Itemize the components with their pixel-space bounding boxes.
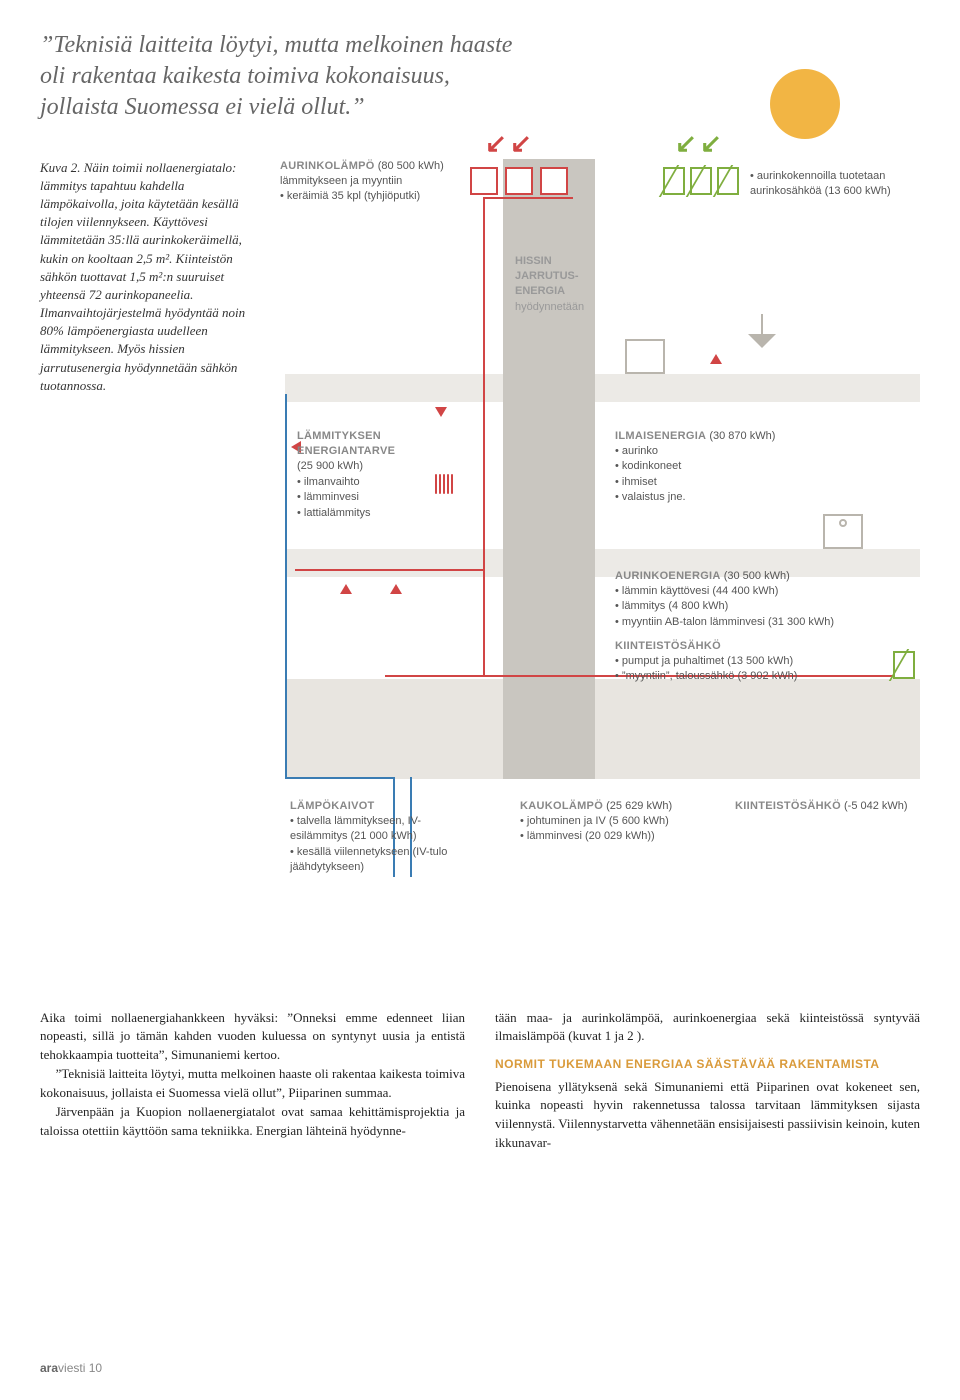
lbl-k1-1: pumput ja puhaltimet (13 500 kWh) [615, 654, 865, 669]
pipe-blue-vert [285, 394, 287, 779]
lbl-k2-val: (-5 042 kWh) [841, 800, 908, 812]
lbl-k1-hdr: KIINTEISTÖSÄHKÖ [615, 640, 721, 652]
pv-panel-side [893, 651, 915, 679]
arrow-green-1: ↙ [675, 129, 697, 159]
lbl-il-3: ihmiset [615, 475, 795, 490]
label-lammitys: LÄMMITYKSEN ENERGIANTARVE (25 900 kWh) i… [297, 429, 447, 521]
pull-quote: ”Teknisiä laitteita löytyi, mutta melkoi… [40, 30, 520, 124]
lbl-il-4: valaistus jne. [615, 490, 795, 505]
lbl-al-hdr: AURINKOLÄMPÖ [280, 160, 375, 172]
lbl-il-hdr: ILMAISENERGIA [615, 430, 706, 442]
lbl-ak-1: aurinkokennoilla tuotetaan aurinkosähköä… [750, 169, 930, 200]
para-4: tään maa- ja aurinkolämpöä, aurinkoenerg… [495, 1009, 920, 1047]
energy-diagram: ↙ ↙ ↙ ↙ [285, 159, 920, 979]
lbl-kl-val: (25 629 kWh) [603, 800, 672, 812]
pv-panel-1 [663, 167, 685, 195]
lbl-kl-2: lämminvesi (20 029 kWh)) [520, 829, 710, 844]
lbl-lam-hdr: LÄMMITYKSEN ENERGIANTARVE [297, 430, 395, 457]
label-aurinkoenergia: AURINKOENERGIA (30 500 kWh) lämmin käytt… [615, 569, 865, 631]
pipe-floor-h [295, 569, 485, 571]
lbl-k2-hdr: KIINTEISTÖSÄHKÖ [735, 800, 841, 812]
lbl-lam-1: ilmanvaihto [297, 475, 447, 490]
lbl-al-val: (80 500 kWh) [375, 160, 444, 172]
lbl-lam-val: (25 900 kWh) [297, 460, 363, 472]
diagram-row: Kuva 2. Näin toimii nollaenergiatalo: lä… [40, 159, 920, 979]
lbl-h-1: hyödynnetään [515, 301, 584, 313]
lbl-lk-2: kesällä viilennetykseen (IV-tulo jäähdyt… [290, 845, 470, 876]
lbl-kl-1: johtuminen ja IV (5 600 kWh) [520, 814, 710, 829]
lbl-ae-3: myyntiin AB-talon lämminvesi (31 300 kWh… [615, 615, 865, 630]
page-num: 10 [85, 1361, 102, 1375]
label-kiinteisto2: KIINTEISTÖSÄHKÖ (-5 042 kWh) [735, 799, 935, 814]
label-lampokaivot: LÄMPÖKAIVOT talvella lämmitykseen, IV-es… [290, 799, 470, 876]
para-5: Pienoisena yllätyksenä sekä Simunaniemi … [495, 1078, 920, 1153]
lbl-il-1: aurinko [615, 444, 795, 459]
lbl-il-val: (30 870 kWh) [706, 430, 775, 442]
text-col-left: Aika toimi nollaenergiahankkeen hyväksi:… [40, 1009, 465, 1153]
arrow-red-1: ↙ [485, 129, 507, 159]
pipe-blue-h [285, 777, 395, 779]
floor-1 [285, 374, 920, 402]
brand-b: viesti [58, 1361, 85, 1375]
lbl-ae-hdr: AURINKOENERGIA [615, 570, 721, 582]
lbl-il-2: kodinkoneet [615, 459, 795, 474]
solar-collector-3 [540, 167, 568, 195]
pipe-vert-main [483, 197, 485, 677]
para-3: Järvenpään ja Kuopion nollaenergiatalot … [40, 1103, 465, 1141]
appliance-oven [823, 514, 863, 549]
page-footer: araviesti 10 [40, 1361, 102, 1375]
lbl-kl-hdr: KAUKOLÄMPÖ [520, 800, 603, 812]
pv-panel-3 [717, 167, 739, 195]
elevator-shaft [503, 159, 595, 779]
arrow-up-2 [390, 584, 402, 594]
lbl-ae-2: lämmitys (4 800 kWh) [615, 599, 865, 614]
arrow-up-1 [340, 584, 352, 594]
arrow-green-2: ↙ [700, 129, 722, 159]
lamp-wire [761, 314, 763, 334]
text-col-right: tään maa- ja aurinkolämpöä, aurinkoenerg… [495, 1009, 920, 1153]
lbl-al-1: lämmitykseen ja myyntiin [280, 175, 402, 187]
label-hissin: HISSIN JARRUTUS-ENERGIA hyödynnetään [515, 254, 595, 316]
solar-collector-2 [505, 167, 533, 195]
figure-caption: Kuva 2. Näin toimii nollaenergiatalo: lä… [40, 159, 265, 979]
arrow-red-2: ↙ [510, 129, 532, 159]
brand-a: ara [40, 1361, 58, 1375]
caption-text: Näin toimii nollaenergiatalo: lämmitys t… [40, 160, 245, 393]
appliance-window [625, 339, 665, 374]
caption-label: Kuva 2. [40, 160, 80, 175]
lbl-lam-2: lämminvesi [297, 490, 447, 505]
para-2: ”Teknisiä laitteita löytyi, mutta melkoi… [40, 1065, 465, 1103]
arrow-down-mid [435, 407, 447, 417]
para-1: Aika toimi nollaenergiahankkeen hyväksi:… [40, 1009, 465, 1066]
lbl-lam-3: lattialämmitys [297, 506, 447, 521]
lbl-k1-2: ”myyntiin”, taloussähkö (3 902 kWh) [615, 669, 865, 684]
solar-collector-1 [470, 167, 498, 195]
lbl-al-2: keräimiä 35 kpl (tyhjiöputki) [287, 190, 420, 202]
body-text: Aika toimi nollaenergiahankkeen hyväksi:… [40, 1009, 920, 1153]
label-ilmais: ILMAISENERGIA (30 870 kWh) aurinko kodin… [615, 429, 795, 506]
lbl-ae-val: (30 500 kWh) [721, 570, 790, 582]
lbl-lk-1: talvella lämmitykseen, IV-esilämmitys (2… [290, 814, 470, 845]
label-aurinkolampo: AURINKOLÄMPÖ (80 500 kWh) lämmitykseen j… [280, 159, 460, 205]
label-aurinkokenno: aurinkokennoilla tuotetaan aurinkosähköä… [750, 169, 930, 200]
label-kiinteisto1: KIINTEISTÖSÄHKÖ pumput ja puhaltimet (13… [615, 639, 865, 685]
lbl-h-hdr: HISSIN JARRUTUS-ENERGIA [515, 255, 579, 298]
ceiling-lamp-icon [748, 334, 776, 348]
pv-panel-2 [690, 167, 712, 195]
label-kaukolampo: KAUKOLÄMPÖ (25 629 kWh) johtuminen ja IV… [520, 799, 710, 845]
subheading: NORMIT TUKEMAAN ENERGIAA SÄÄSTÄVÄÄ RAKEN… [495, 1056, 920, 1073]
sun-icon [770, 69, 840, 139]
basement [285, 679, 920, 779]
lbl-lk-hdr: LÄMPÖKAIVOT [290, 800, 375, 812]
lbl-ae-1: lämmin käyttövesi (44 400 kWh) [615, 584, 865, 599]
arrow-up-3 [710, 354, 722, 364]
pipe-top-h [483, 197, 573, 199]
